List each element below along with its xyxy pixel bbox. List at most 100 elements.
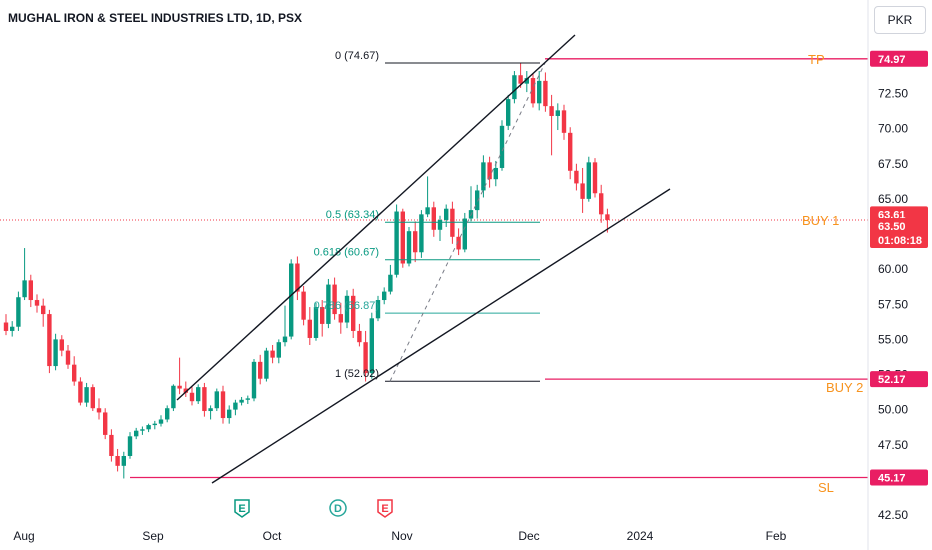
event-badge: D	[329, 499, 347, 517]
price-badge-countdown: 01:08:18	[878, 235, 922, 247]
price-badge-bg	[870, 217, 928, 248]
price-badge-bg	[870, 371, 928, 388]
candle-body	[251, 361, 257, 399]
candle-body	[338, 314, 343, 323]
candle-body	[282, 336, 288, 343]
fib-level-label: 0.618 (60.67)	[314, 247, 379, 259]
level-annotation: BUY 2	[826, 380, 863, 395]
candle-body	[382, 291, 387, 301]
y-tick-label: 47.50	[878, 438, 908, 452]
candle-body	[375, 300, 381, 319]
currency-selector[interactable]: PKR	[874, 6, 926, 34]
price-axis-badge: 52.17	[870, 371, 928, 388]
candle-body	[437, 219, 443, 230]
candle-body	[53, 339, 58, 367]
price-axis-badge: 63.50 01:08:18	[870, 217, 928, 248]
candle-body	[115, 455, 120, 466]
candle-body	[506, 99, 511, 126]
candle-body	[72, 364, 77, 382]
x-tick-label: Sep	[142, 529, 164, 543]
channel-lower-line	[211, 188, 671, 484]
candle-body	[425, 207, 430, 215]
candle-body	[462, 218, 467, 250]
candle-body	[276, 342, 281, 358]
event-badge-shape	[377, 499, 393, 518]
event-badge: E	[377, 499, 393, 518]
candle-body	[481, 162, 486, 191]
candle-body	[431, 207, 436, 230]
fib-trend-line	[389, 62, 546, 382]
candle-body	[301, 291, 306, 320]
candle-body	[96, 408, 102, 413]
candle-body	[47, 314, 52, 367]
candle-body	[444, 208, 449, 220]
candle-body	[65, 350, 71, 365]
candle-body	[394, 211, 399, 275]
candle-body	[592, 162, 598, 194]
x-tick-label: Nov	[391, 529, 412, 543]
candle-body	[127, 436, 133, 456]
candle-body	[84, 387, 89, 403]
candle-body	[22, 280, 27, 298]
candle-body	[34, 300, 40, 306]
candle-body	[165, 408, 170, 420]
candle-body	[307, 319, 312, 338]
y-tick-label: 55.00	[878, 332, 908, 346]
price-badge-text: 63.50	[878, 221, 906, 233]
candle-body	[270, 350, 275, 358]
level-annotation: BUY 1	[802, 213, 839, 228]
price-badge-bg	[870, 50, 928, 67]
chart-title: MUGHAL IRON & STEEL INDUSTRIES LTD, 1D, …	[8, 11, 302, 25]
price-badge-text: 45.17	[878, 472, 906, 484]
candle-body	[363, 342, 368, 374]
event-badge-letter: E	[238, 503, 245, 515]
y-tick-label: 50.00	[878, 403, 908, 417]
candle-body	[605, 214, 610, 220]
candle-body	[512, 75, 517, 100]
candle-body	[326, 284, 331, 324]
candle-body	[400, 211, 405, 264]
candle-body	[202, 387, 207, 412]
candle-body	[549, 106, 554, 116]
candle-body	[518, 75, 523, 84]
candle-body	[332, 284, 337, 315]
candle-body	[183, 388, 188, 393]
candle-body	[456, 236, 461, 250]
candle-body	[369, 318, 374, 374]
candle-body	[295, 263, 300, 292]
candle-body	[537, 80, 542, 104]
candle-body	[487, 162, 492, 180]
channel-upper-line	[176, 34, 576, 401]
price-badge-text: 74.97	[878, 54, 906, 66]
x-tick-label: Aug	[13, 529, 34, 543]
candle-body	[524, 78, 529, 84]
candle-body	[220, 391, 226, 419]
candle-body	[499, 125, 505, 168]
candle-body	[599, 193, 604, 215]
level-annotation: TP	[808, 52, 825, 67]
candle-body	[586, 162, 591, 199]
y-tick-label: 42.50	[878, 508, 908, 522]
candle-body	[59, 339, 64, 351]
candle-body	[574, 170, 579, 184]
event-badge: E	[234, 499, 250, 518]
candle-body	[109, 434, 114, 456]
candle-body	[289, 263, 294, 337]
candle-body	[406, 231, 412, 264]
candle-body	[493, 167, 498, 180]
x-tick-label: Oct	[263, 529, 282, 543]
candle-body	[214, 391, 219, 409]
candle-body	[313, 307, 319, 338]
event-badge-shape	[329, 499, 347, 517]
candle-body	[344, 295, 350, 323]
level-annotation: SL	[818, 480, 834, 495]
price-axis-badge: 74.97	[870, 50, 928, 67]
y-tick-label: 67.50	[878, 157, 908, 171]
candle-body	[320, 307, 325, 324]
candle-body	[475, 190, 480, 211]
candle-body	[530, 78, 536, 104]
candle-body	[258, 361, 263, 379]
candle-body	[388, 274, 393, 292]
candle-body	[121, 455, 126, 466]
